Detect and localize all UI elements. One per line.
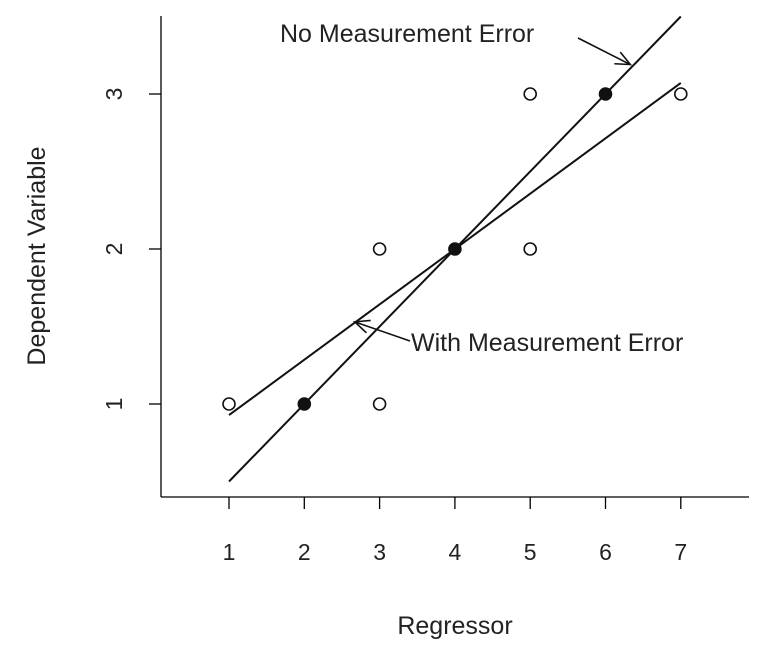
open-point <box>523 87 538 101</box>
x-tick-label: 1 <box>223 539 236 565</box>
annotation-with-measurement-error-label: With Measurement Error <box>411 329 683 357</box>
x-tick-label: 3 <box>373 539 386 565</box>
x-tick-label: 7 <box>674 539 687 565</box>
x-tick-label: 6 <box>599 539 612 565</box>
filled-point <box>448 242 462 256</box>
arrow-with-measurement-error <box>352 319 411 342</box>
y-tick-label: 2 <box>101 243 127 256</box>
open-point <box>372 242 387 256</box>
filled-point <box>598 87 613 101</box>
open-point <box>523 242 538 256</box>
y-tick-label: 3 <box>101 88 127 101</box>
arrow-no-measurement-error <box>577 37 633 66</box>
y-axis-title: Dependent Variable <box>23 146 51 365</box>
open-point <box>372 397 387 411</box>
annotation-with-measurement-error: With Measurement Error <box>352 319 683 357</box>
x-tick-label: 5 <box>524 539 537 565</box>
y-tick-label: 1 <box>101 398 127 411</box>
open-point <box>673 87 688 101</box>
annotation-no-measurement-error-label: No Measurement Error <box>280 20 534 48</box>
ticks: 1 2 3 4 5 6 7 1 2 3 <box>101 88 687 565</box>
axes <box>160 16 749 498</box>
annotation-no-measurement-error: No Measurement Error <box>280 20 633 66</box>
filled-point <box>297 397 312 411</box>
x-axis-title: Regressor <box>397 612 512 640</box>
data-points <box>222 87 688 411</box>
x-tick-label: 2 <box>298 539 311 565</box>
open-point <box>222 397 236 411</box>
x-tick-label: 4 <box>449 539 462 565</box>
